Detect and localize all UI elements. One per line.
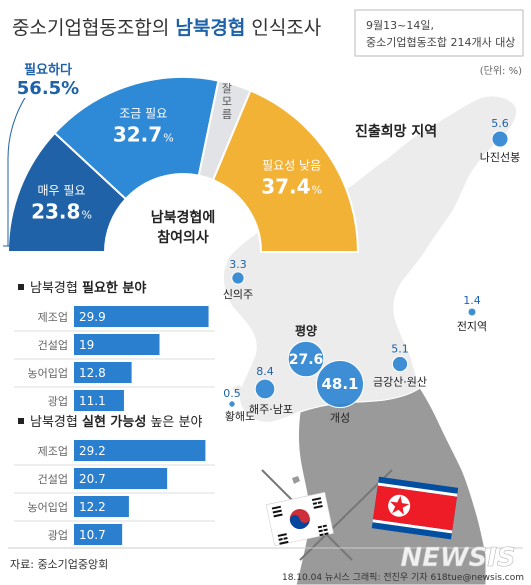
flag-pole-right [299,469,393,561]
donut-slice-somewhat-needed [53,76,220,201]
bar1-title-bold: 필요한 분야 [82,280,146,296]
donut-slice-low-need [211,89,360,253]
bar-chart-feasible-bars: 제조업 29.2 건설업 20.7 농어입업 12.2 광업 10.7 [14,440,215,545]
bar1-bar [74,306,209,327]
bar2-value-label: 20.7 [79,472,106,486]
footer-credit: 18.10.04 뉴시스 그래픽: 전진우 기자 618tue@newsis.c… [282,572,524,583]
taegeuk-blue [289,515,310,530]
survey-period: 9월13~14일, [366,18,434,32]
bar1-value-label: 29.9 [79,310,106,324]
title-suffix: 인식조사 [245,17,321,39]
flags [261,469,459,561]
bubble-all-regions [467,307,477,317]
bar2-category-label: 건설업 [38,473,68,486]
north-korea-land [222,95,517,423]
bar1-category-label: 제조업 [38,311,68,324]
bar2-title-bold: 실현 가능성 [82,414,146,430]
bubble-value-najin-sonbong: 5.6 [491,117,509,130]
north-korea-flag [371,476,459,540]
bubble-value-all-regions: 1.4 [463,294,481,307]
bar-chart-feasible-title: 남북경협 실현 가능성 높은 분야 [30,414,202,430]
bar1-bar [74,362,132,383]
need-label-text: 필요하다 [24,62,72,78]
bubble-name-sinuiju: 신의주 [223,288,253,301]
bar2-bar [74,496,129,517]
bubble-kaesong [316,360,364,408]
bar-chart-feasible: 남북경협 실현 가능성 높은 분야 제조업 29.2 건설업 20.7 농어입업 12.2… [14,414,215,545]
bubble-hwanghaedo [228,400,236,408]
bar2-value-label: 12.2 [79,500,106,514]
bar2-value-label: 29.2 [79,444,106,458]
bubble-value-haeju-nampo: 8.4 [256,365,274,378]
watermark: NEWSIS [400,543,515,573]
bubble-name-pyongyang: 평양 [295,323,317,338]
region-bubbles: 1.4 전지역 0.5 황해도 3.3 신의주 5.6 나진선봉 5.1 금강산·원산 8.4 해주·… [223,117,520,425]
donut-center-line1: 남북경협에 [151,209,215,226]
bar2-bar [74,440,206,461]
bar-chart-needed-bullet [18,284,24,290]
source-text: 자료: 중소기업중앙회 [10,558,108,571]
donut-label-low-need: 필요성 낮음 [262,159,321,173]
bar1-bar [74,390,124,411]
bubble-value-pyongyang: 27.6 [289,352,324,368]
bar1-title-plain: 남북경협 [30,281,82,296]
star-icon [390,495,410,515]
bar1-category-label: 광업 [48,395,68,408]
bubble-name-kaesong: 개성 [330,412,350,425]
unit-label: (단위: %) [480,64,522,77]
bubble-name-all-regions: 전지역 [457,320,487,333]
bar1-value-label: 12.8 [79,366,106,380]
bar2-category-label: 광업 [48,529,68,542]
bubble-pyongyang [287,340,325,378]
bubble-najin-sonbong [491,130,509,148]
bar2-title-plain: 남북경협 [30,415,82,430]
need-label: 필요하다 56.5% [14,58,84,99]
page-title: 중소기업협동조합의 남북경협 인식조사 [12,17,321,39]
bubble-name-hwanghaedo: 황해도 [225,409,255,423]
bar1-value-label: 19 [79,338,94,352]
bar2-bar [74,468,168,489]
survey-info-box [354,9,524,57]
donut-center-line2: 참여의사 [157,229,209,246]
bubble-kumgangsan-wonsan [391,355,409,373]
west-coast-island [232,385,243,395]
bubble-name-najin-sonbong: 나진선봉 [480,151,520,164]
bar2-title-suffix: 높은 분야 [146,415,202,430]
donut-label-very-needed: 매우 필요 [38,183,86,197]
south-korea-flag [265,491,334,547]
bar2-value-label: 10.7 [79,528,106,542]
need-label-value: 56.5% [17,78,79,99]
bar2-category-label: 농어입업 [28,501,68,514]
map-title: 진출희망 지역 [355,123,437,140]
bar-chart-needed-title: 남북경협 필요한 분야 [30,280,146,296]
bubble-name-haeju-nampo: 해주·남포 [249,402,293,416]
bar-chart-needed-bars: 제조업 29.9 건설업 19 농어입업 12.8 광업 11.1 [14,306,215,411]
bar1-category-label: 건설업 [38,339,68,352]
bar1-bar [74,334,160,355]
bubble-value-kumgangsan-wonsan: 5.1 [391,342,409,355]
bubble-sinuiju [231,271,245,285]
bar1-category-label: 농어입업 [28,367,68,380]
bubble-haeju-nampo [254,378,276,400]
bar2-bar [74,524,123,545]
bar-chart-needed: 남북경협 필요한 분야 제조업 29.9 건설업 19 농어입업 12.8 광업 11.1 [14,280,215,411]
bubble-value-kaesong: 48.1 [321,375,358,393]
bar2-category-label: 제조업 [38,445,68,458]
survey-target: 중소기업협동조합 214개사 대상 [366,36,515,49]
bar1-value-label: 11.1 [79,394,106,408]
title-prefix: 중소기업협동조합의 [12,17,175,39]
bubble-value-hwanghaedo: 0.5 [223,387,241,400]
title-bold: 남북경협 [175,17,245,39]
bar-chart-feasible-bullet [18,418,24,424]
bubble-value-sinuiju: 3.3 [229,258,247,271]
donut-label-somewhat-needed: 조금 필요 [119,107,167,121]
bubble-name-kumgangsan-wonsan: 금강산·원산 [373,376,427,389]
